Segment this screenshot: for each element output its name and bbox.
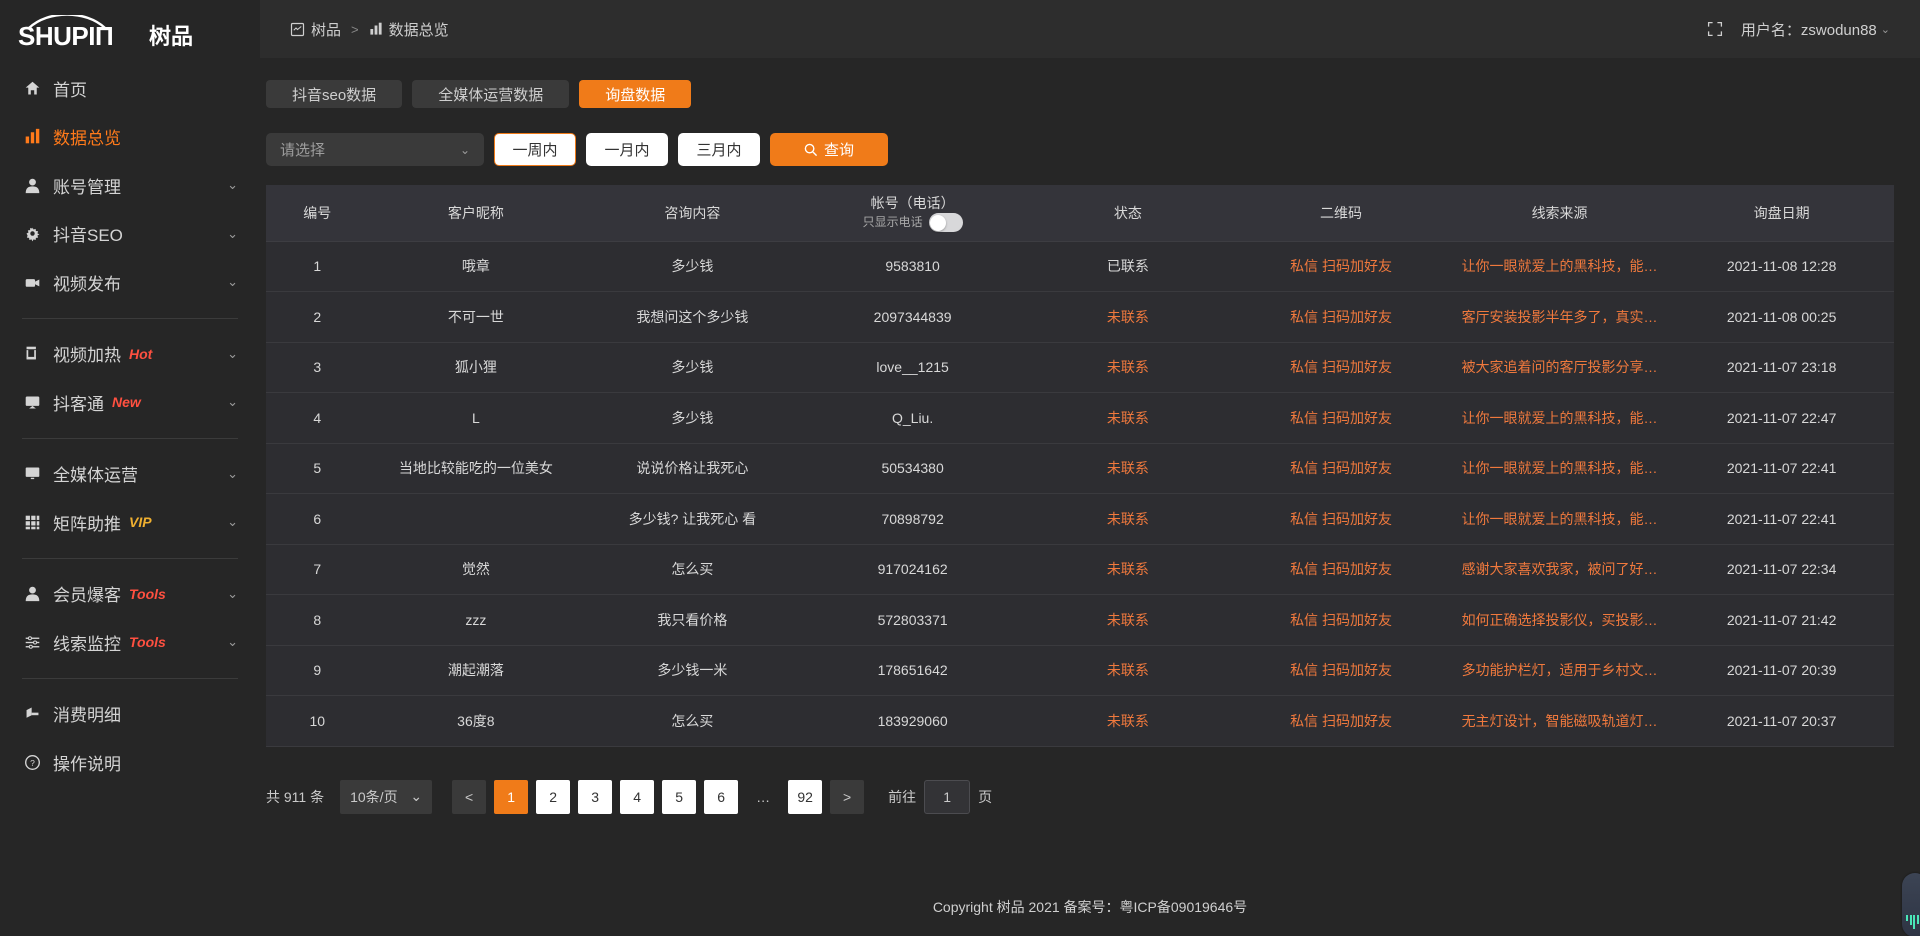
svg-text:SHUPIП: SHUPIП [18, 21, 113, 49]
svg-text:树品: 树品 [149, 24, 193, 49]
svg-text:?: ? [30, 758, 35, 768]
